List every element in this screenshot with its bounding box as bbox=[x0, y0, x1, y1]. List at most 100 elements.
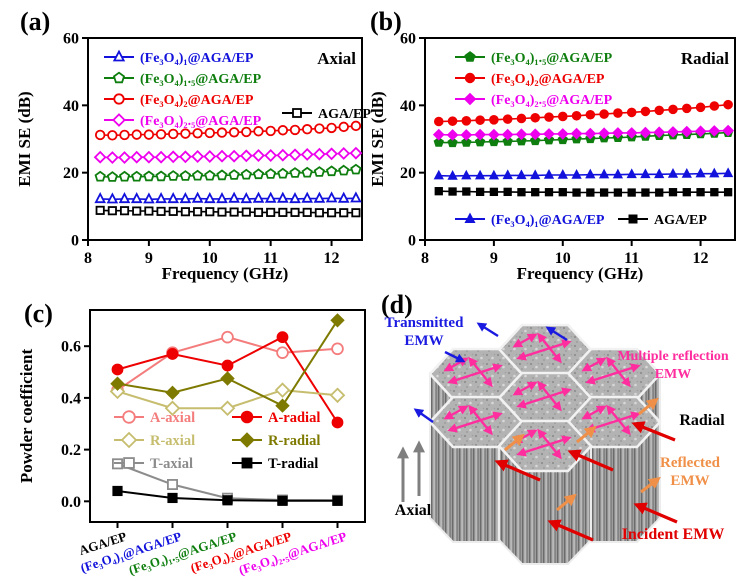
legend-label: (Fe₃O₄)₂@AGA/EP bbox=[491, 72, 605, 87]
y-tick-label: 20 bbox=[63, 165, 79, 182]
x-axis-title: Frequency (GHz) bbox=[517, 264, 644, 283]
legend-label: T-radial bbox=[268, 456, 318, 472]
legend-label: (Fe₃O₄)₁@AGA/EP bbox=[140, 51, 254, 66]
chart-a: 0 20 40 60 8 9 10 11 12 Frequency (GHz) EMI SE (dB… bbox=[15, 7, 371, 283]
y-tick-label: 0.6 bbox=[61, 339, 81, 356]
legend-item: (Fe₃O₄)₁.₅@AGA/EP bbox=[104, 71, 262, 87]
legend-label: (Fe₃O₄)₂.₅@AGA/EP bbox=[140, 114, 262, 129]
legend-label: (Fe₃O₄)₁.₅@AGA/EP bbox=[491, 51, 613, 66]
y-axis-title: EMI SE (dB) bbox=[15, 91, 34, 186]
chart-c: 0.00.20.40.6AGA/EP(Fe₃O₄)₁@AGA/EP(Fe₃O₄)… bbox=[17, 299, 366, 578]
series-t-radial bbox=[112, 485, 343, 506]
legend-item: (Fe₃O₄)₁@AGA/EP bbox=[104, 49, 254, 66]
x-tick-label: 8 bbox=[84, 250, 92, 267]
legend-item: (Fe₃O₄)₂@AGA/EP bbox=[104, 93, 254, 108]
series-r-axial bbox=[109, 382, 346, 416]
legend-label: A-radial bbox=[268, 410, 320, 426]
y-tick-label: 60 bbox=[400, 31, 416, 48]
series-aga-ep bbox=[434, 187, 733, 197]
legend-item: R-axial bbox=[114, 431, 195, 449]
y-tick-label: 40 bbox=[63, 98, 79, 115]
incident-emw-label: Incident EMW bbox=[621, 526, 725, 543]
y-tick-label: 0.0 bbox=[61, 494, 81, 511]
x-tick-label: 8 bbox=[421, 250, 429, 267]
incident-emw-arrows bbox=[494, 421, 678, 542]
panel-letter: (c) bbox=[24, 299, 53, 328]
honeycomb-structure-illustration bbox=[397, 322, 678, 565]
powder-coefficient-chart: 0.00.20.40.6AGA/EP(Fe₃O₄)₁@AGA/EP(Fe₃O₄)… bbox=[17, 299, 366, 578]
panel-letter: (a) bbox=[20, 7, 50, 36]
series-a-radial bbox=[111, 331, 344, 429]
reflected-emw-arrows bbox=[504, 397, 661, 512]
series--fe-o-aga-ep bbox=[433, 99, 733, 127]
axial-direction-label: Axial bbox=[394, 502, 432, 519]
legend-item: A-radial bbox=[232, 410, 320, 426]
axial-direction-arrows bbox=[397, 440, 425, 502]
legend-label: R-axial bbox=[150, 433, 195, 449]
legend-item: (Fe₃O₄)₁.₅@AGA/EP bbox=[455, 51, 613, 66]
panel-b-radial-emi-chart: 0 20 40 60 8 9 10 11 12 Frequency (GHz) EMI SE (dB… bbox=[370, 0, 740, 290]
legend-item: AGA/EP bbox=[618, 213, 707, 228]
series--fe-o-aga-ep bbox=[432, 124, 735, 141]
legend-label: (Fe₃O₄)₂@AGA/EP bbox=[140, 93, 254, 108]
series--fe-o-aga-ep bbox=[94, 163, 362, 182]
panel-letter: (b) bbox=[370, 7, 402, 36]
legend-label: T-axial bbox=[150, 456, 193, 472]
y-tick-label: 60 bbox=[63, 31, 79, 48]
legend-item: (Fe₃O₄)₂@AGA/EP bbox=[455, 72, 605, 87]
x-tick-label: 12 bbox=[324, 250, 340, 267]
legend-label: (Fe₃O₄)₂.₅@AGA/EP bbox=[491, 93, 613, 108]
series-aga-ep bbox=[95, 205, 361, 218]
legend-item: T-radial bbox=[232, 456, 318, 472]
legend-item: A-axial bbox=[114, 410, 195, 426]
series--fe-o-aga-ep bbox=[93, 146, 363, 164]
reflected-emw-label: Reflected EMW bbox=[660, 455, 720, 489]
series--fe-o-aga-ep bbox=[94, 120, 362, 141]
y-tick-label: 0.4 bbox=[61, 390, 81, 407]
legend-label: AGA/EP bbox=[654, 213, 707, 228]
series-r-radial bbox=[110, 313, 345, 413]
legend-item: (Fe₃O₄)₂.₅@AGA/EP bbox=[455, 92, 613, 108]
panel-c-powder-coefficient-chart: 0.0 0.2 0.4 0.6 AGA/EP (Fe₃O₄)₁@AGA/EP (Fe₃O₄)… bbox=[0, 290, 375, 586]
y-tick-label: 0 bbox=[71, 233, 79, 250]
y-tick-label: 0.2 bbox=[61, 442, 81, 459]
transmitted-emw-arrows bbox=[413, 322, 568, 423]
x-tick-label: 10 bbox=[555, 250, 571, 267]
x-tick-label: 11 bbox=[263, 250, 278, 267]
axes-box bbox=[87, 37, 363, 241]
x-axis-title: Frequency (GHz) bbox=[162, 264, 289, 283]
x-tick-label: 10 bbox=[202, 250, 218, 267]
orientation-annotation: Radial bbox=[681, 49, 729, 68]
x-tick-label: 12 bbox=[693, 250, 709, 267]
y-tick-label: 0 bbox=[408, 233, 416, 250]
x-tick-label: 9 bbox=[490, 250, 498, 267]
axes-box bbox=[424, 37, 736, 241]
y-tick-label: 20 bbox=[400, 165, 416, 182]
legend-item: R-radial bbox=[232, 432, 320, 449]
orientation-annotation: Axial bbox=[317, 49, 356, 68]
legend-label: AGA/EP bbox=[318, 107, 371, 122]
legend-label: (Fe₃O₄)₁.₅@AGA/EP bbox=[140, 72, 262, 87]
chart-b: 0 20 40 60 8 9 10 11 12 Frequency (GHz) EMI SE (dB… bbox=[370, 7, 736, 283]
legend-label: A-axial bbox=[150, 410, 195, 426]
legend-item: (Fe₃O₄)₂.₅@AGA/EP bbox=[104, 113, 262, 129]
multiple-reflection-emw-label: Multiple reflection EMW bbox=[617, 349, 729, 382]
transmitted-emw-label: Transmitted EMW bbox=[384, 315, 464, 349]
x-tick-label: 11 bbox=[624, 250, 639, 267]
series--fe-o-aga-ep bbox=[94, 191, 362, 204]
x-tick-label: 9 bbox=[145, 250, 153, 267]
y-tick-label: 40 bbox=[400, 98, 416, 115]
radial-emi-se-chart: 0 20 40 60 8 9 10 11 12 Frequency (GHz) EMI SE (dB… bbox=[370, 7, 736, 283]
panel-d-label: (d) bbox=[381, 290, 413, 319]
legend-label: (Fe₃O₄)₁@AGA/EP bbox=[491, 213, 605, 228]
series--fe-o-aga-ep bbox=[433, 167, 734, 180]
y-axis-title: Powder coefficient bbox=[17, 349, 36, 484]
axial-emi-se-chart: 0 20 40 60 8 9 10 11 12 Frequency (GHz) EMI SE (dB… bbox=[15, 7, 371, 283]
legend-item: (Fe₃O₄)₁@AGA/EP bbox=[455, 212, 605, 228]
legend-label: R-radial bbox=[268, 433, 320, 449]
y-axis-title: EMI SE (dB) bbox=[370, 91, 387, 186]
legend-item: AGA/EP bbox=[282, 107, 371, 122]
panel-a-axial-emi-chart: 0 20 40 60 8 9 10 11 12 Frequency (GHz) EMI SE (dB… bbox=[0, 0, 375, 290]
panel-d-emw-diagram: (d) Transmitted EMW Multiple reflection … bbox=[375, 290, 740, 586]
